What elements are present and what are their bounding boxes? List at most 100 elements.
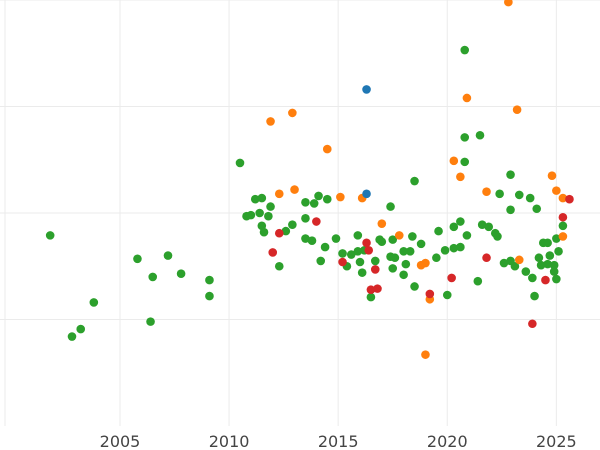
x-tick-label: 2010 bbox=[209, 432, 250, 450]
point-red bbox=[338, 257, 347, 267]
point-green bbox=[543, 238, 552, 248]
point-red bbox=[268, 248, 278, 257]
point-orange bbox=[462, 93, 472, 103]
point-green bbox=[314, 191, 323, 201]
point-green bbox=[259, 227, 269, 237]
point-green bbox=[514, 190, 524, 200]
point-green bbox=[401, 259, 411, 269]
point-green bbox=[484, 222, 494, 232]
point-orange bbox=[288, 108, 297, 118]
point-green bbox=[399, 247, 408, 256]
point-green bbox=[301, 198, 310, 207]
point-green bbox=[525, 193, 535, 203]
point-green bbox=[366, 292, 376, 302]
point-green bbox=[346, 250, 356, 259]
point-green bbox=[410, 282, 419, 291]
x-tick-label: 2025 bbox=[536, 432, 577, 450]
point-red bbox=[528, 319, 537, 329]
point-orange bbox=[504, 0, 513, 7]
point-green bbox=[257, 193, 267, 203]
point-green bbox=[307, 236, 317, 245]
point-orange bbox=[421, 258, 430, 268]
point-green bbox=[235, 158, 245, 168]
point-green bbox=[274, 261, 284, 271]
point-green bbox=[449, 222, 459, 232]
point-green bbox=[543, 259, 552, 269]
point-green bbox=[475, 130, 485, 140]
point-green bbox=[146, 317, 155, 326]
point-green bbox=[460, 157, 470, 167]
point-green bbox=[449, 243, 459, 253]
point-green bbox=[552, 274, 561, 284]
point-green bbox=[552, 234, 561, 243]
point-orange bbox=[514, 255, 524, 265]
point-green bbox=[536, 260, 546, 270]
point-green bbox=[432, 253, 441, 263]
point-orange bbox=[547, 171, 557, 181]
x-tick-label: 2005 bbox=[100, 432, 141, 450]
point-orange bbox=[552, 186, 561, 195]
grid-layer bbox=[0, 0, 600, 426]
point-green bbox=[266, 202, 275, 211]
point-green bbox=[370, 256, 380, 266]
point-green bbox=[377, 237, 387, 247]
x-axis-ticks: 2005 2010 2015 2020 2025 bbox=[100, 432, 577, 450]
point-orange bbox=[394, 231, 404, 240]
point-green bbox=[495, 189, 504, 199]
point-red bbox=[565, 194, 574, 204]
point-green bbox=[255, 208, 264, 218]
point-green bbox=[399, 270, 408, 280]
point-green bbox=[532, 204, 542, 214]
point-red bbox=[370, 265, 380, 274]
point-green bbox=[205, 275, 214, 285]
point-green bbox=[442, 290, 452, 300]
point-green bbox=[521, 267, 531, 276]
point-green bbox=[558, 221, 568, 231]
point-red bbox=[373, 284, 382, 293]
point-orange bbox=[322, 144, 332, 154]
point-green bbox=[410, 176, 419, 186]
point-green bbox=[549, 260, 559, 270]
point-red bbox=[362, 238, 371, 248]
point-green bbox=[549, 267, 559, 276]
point-green bbox=[205, 291, 214, 301]
point-green bbox=[554, 247, 563, 256]
point-orange bbox=[558, 193, 568, 203]
point-green bbox=[390, 253, 400, 263]
points-layer bbox=[45, 0, 574, 359]
point-green bbox=[534, 253, 544, 263]
point-green bbox=[528, 273, 537, 283]
point-green bbox=[331, 234, 341, 243]
point-green bbox=[493, 232, 502, 241]
point-blue bbox=[362, 189, 371, 199]
point-green bbox=[405, 247, 415, 256]
point-green bbox=[530, 291, 539, 301]
point-orange bbox=[377, 219, 387, 228]
point-green bbox=[338, 249, 347, 258]
point-green bbox=[388, 264, 398, 273]
point-red bbox=[364, 245, 374, 255]
point-green bbox=[67, 332, 77, 341]
point-orange bbox=[482, 187, 491, 196]
point-orange bbox=[274, 189, 284, 199]
point-green bbox=[264, 211, 273, 221]
point-green bbox=[473, 276, 483, 286]
point-green bbox=[316, 256, 326, 266]
point-green bbox=[320, 242, 330, 252]
point-green bbox=[456, 217, 465, 226]
point-red bbox=[541, 275, 550, 285]
point-green bbox=[355, 257, 365, 267]
point-orange bbox=[449, 156, 459, 166]
point-orange bbox=[456, 172, 465, 182]
point-green bbox=[309, 199, 319, 208]
point-green bbox=[176, 269, 186, 279]
point-green bbox=[460, 45, 470, 55]
point-green bbox=[456, 242, 465, 252]
x-tick-label: 2020 bbox=[427, 432, 468, 450]
point-green bbox=[322, 194, 332, 204]
point-blue bbox=[362, 85, 371, 94]
point-red bbox=[312, 217, 321, 226]
x-tick-label: 2015 bbox=[318, 432, 359, 450]
point-green bbox=[545, 251, 555, 260]
